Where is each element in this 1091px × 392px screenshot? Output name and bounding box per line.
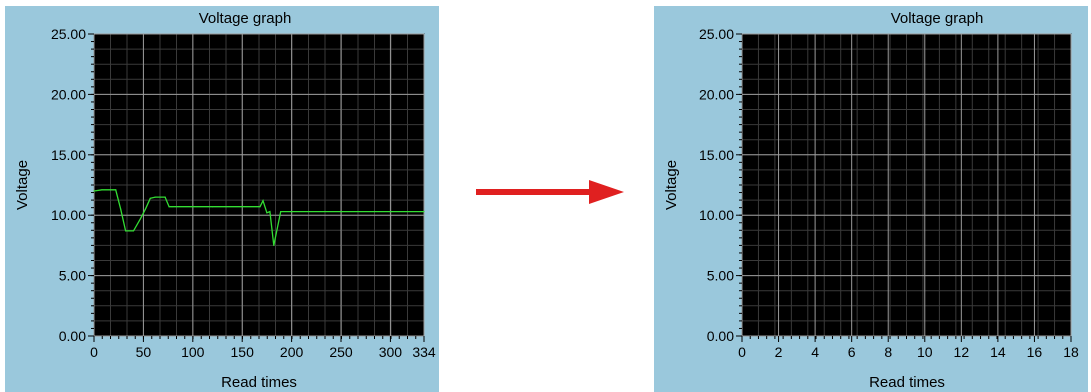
- data-point: [280, 211, 281, 212]
- data-point: [150, 198, 151, 199]
- data-point: [262, 200, 263, 201]
- x-tick-label: 334: [412, 344, 436, 360]
- y-tick-label: 25.00: [699, 26, 734, 42]
- data-point: [171, 206, 172, 207]
- x-tick-label: 0: [90, 344, 98, 360]
- grid: [742, 34, 1071, 336]
- y-tick-label: 0.00: [707, 328, 734, 344]
- data-point: [133, 230, 134, 231]
- data-point: [145, 209, 146, 210]
- data-point: [212, 206, 213, 207]
- x-tick-label: 18: [1063, 344, 1079, 360]
- data-point: [168, 206, 169, 207]
- data-point: [423, 211, 424, 212]
- x-tick-label: 100: [181, 344, 205, 360]
- data-point: [101, 189, 102, 190]
- data-point: [266, 212, 267, 213]
- data-point: [125, 230, 126, 231]
- y-axis-label: Voltage: [663, 160, 680, 210]
- voltage-graph-right: Voltage graph 0 2 4 6 8 10 12 14 16 18 0.00 5.00 10.…: [654, 6, 1088, 392]
- arrow-head: [589, 180, 624, 204]
- x-tick-label: 6: [848, 344, 856, 360]
- y-tick-label: 25.00: [51, 26, 86, 42]
- x-tick-label: 50: [136, 344, 152, 360]
- x-tick-label: 14: [990, 344, 1006, 360]
- chart-title: Voltage graph: [891, 10, 984, 27]
- x-tick-label: 200: [280, 344, 304, 360]
- x-tick-label: 12: [954, 344, 970, 360]
- chart-svg-right: Voltage graph 0 2 4 6 8 10 12 14 16 18 0.00 5.00 10.…: [654, 6, 1088, 392]
- y-tick-label: 15.00: [51, 147, 86, 163]
- x-tick-label: 250: [329, 344, 353, 360]
- y-tick-label: 10.00: [699, 207, 734, 223]
- x-tick-label: 10: [917, 344, 933, 360]
- x-axis-label: Read times: [869, 374, 945, 391]
- y-tick-label: 5.00: [59, 268, 86, 284]
- data-point: [93, 190, 94, 191]
- x-tick-label: 16: [1027, 344, 1043, 360]
- data-point: [165, 196, 166, 197]
- data-point: [269, 211, 270, 212]
- voltage-graph-left: Voltage graph 0 50 100 150 200 250 300 334 0.00 5…: [5, 6, 439, 392]
- x-tick-label: 8: [884, 344, 892, 360]
- y-tick-label: 15.00: [699, 147, 734, 163]
- data-point: [155, 196, 156, 197]
- data-point: [120, 209, 121, 210]
- x-tick-label: 150: [231, 344, 255, 360]
- x-tick-label: 0: [738, 344, 746, 360]
- grid: [94, 34, 424, 336]
- x-axis-label: Read times: [221, 374, 297, 391]
- y-tick-label: 10.00: [51, 207, 86, 223]
- x-tick-label: 2: [775, 344, 783, 360]
- data-point: [259, 206, 260, 207]
- chart-title: Voltage graph: [199, 10, 292, 27]
- data-point: [291, 211, 292, 212]
- y-tick-label: 0.00: [59, 328, 86, 344]
- y-tick-label: 20.00: [699, 86, 734, 102]
- x-tick-label: 4: [811, 344, 819, 360]
- chart-svg-left: Voltage graph 0 50 100 150 200 250 300 334 0.00 5…: [5, 6, 439, 392]
- y-axis-label: Voltage: [14, 160, 31, 210]
- y-tick-label: 20.00: [51, 86, 86, 102]
- x-tick-label: 300: [379, 344, 403, 360]
- data-point: [140, 218, 141, 219]
- data-point: [115, 189, 116, 190]
- right-arrow-icon: [474, 172, 626, 212]
- data-point: [273, 245, 274, 246]
- y-tick-label: 5.00: [707, 268, 734, 284]
